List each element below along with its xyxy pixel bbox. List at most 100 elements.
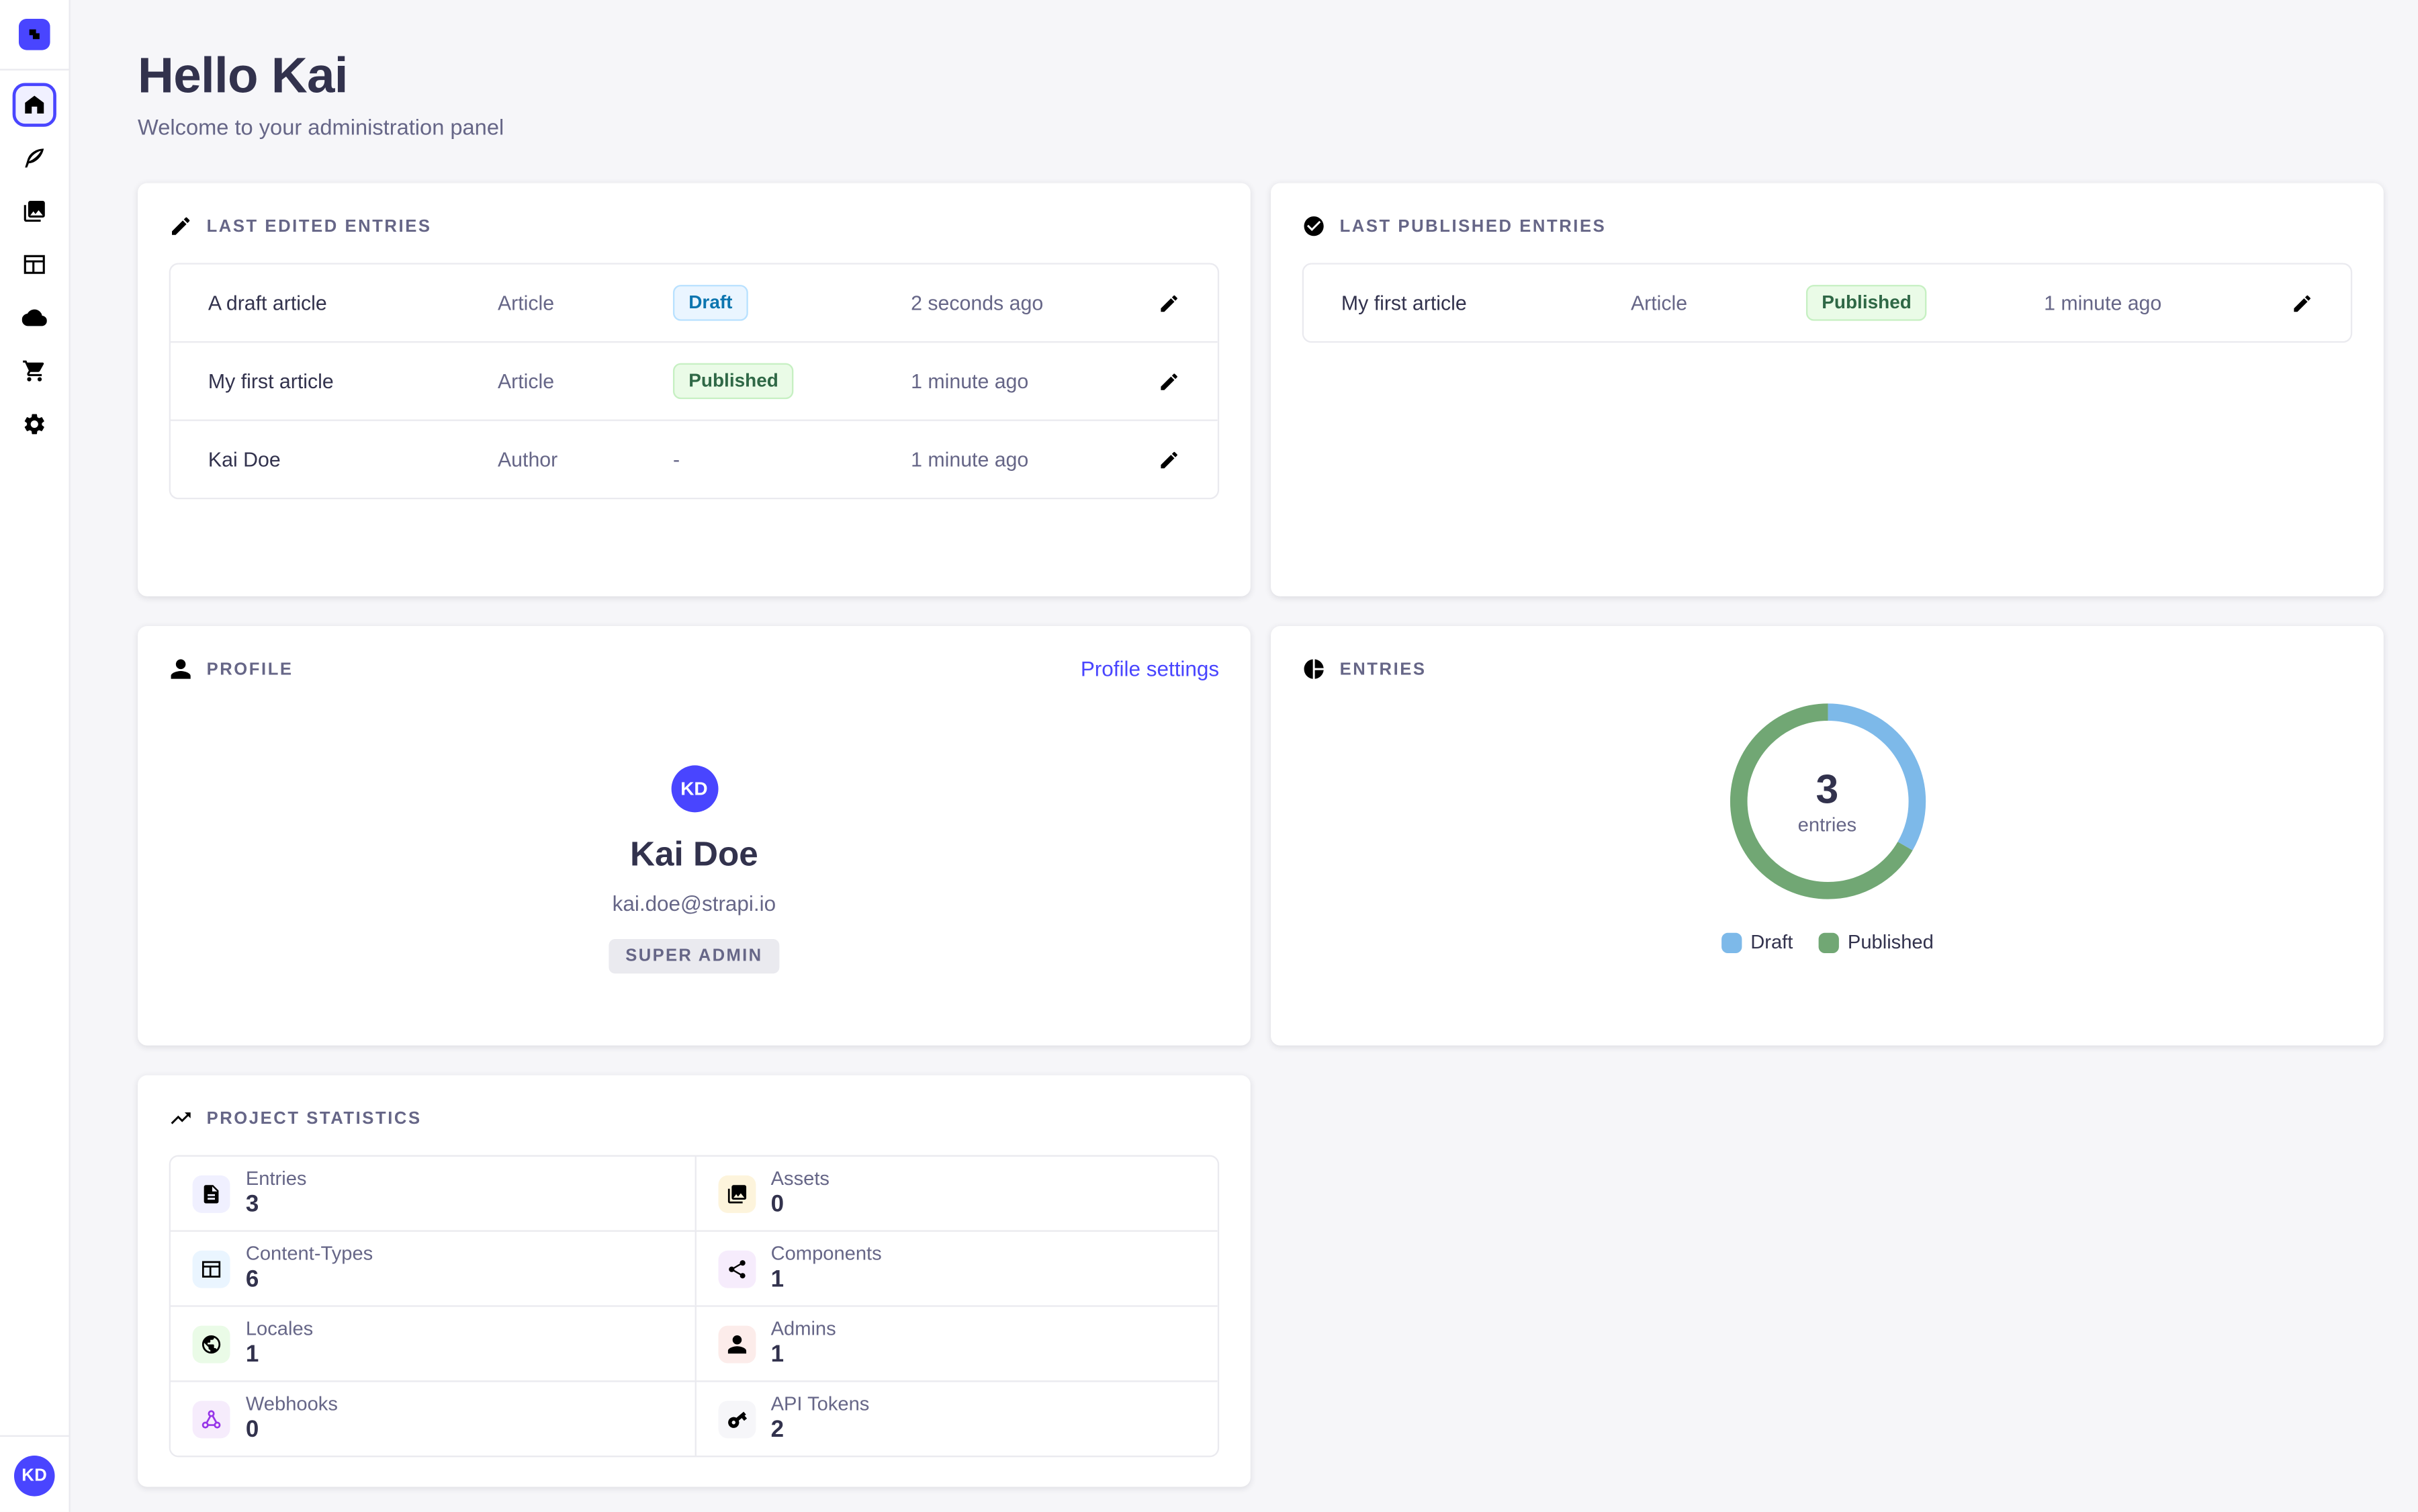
dashboard-grid: LAST EDITED ENTRIES A draft article Arti… <box>138 183 2384 1487</box>
strapi-logo[interactable] <box>18 18 50 50</box>
card-title: LAST PUBLISHED ENTRIES <box>1339 216 1607 236</box>
card-last-edited-entries: LAST EDITED ENTRIES A draft article Arti… <box>138 183 1251 596</box>
stat-label: Content-Types <box>245 1242 373 1265</box>
entry-kind: Author <box>497 447 558 472</box>
card-profile: PROFILE Profile settings KD Kai Doe kai.… <box>138 626 1251 1046</box>
donut-svg <box>1729 703 1926 899</box>
table-row: My first article Article Published 1 min… <box>170 341 1218 420</box>
role-badge: SUPER ADMIN <box>608 939 780 974</box>
stat-label: Admins <box>770 1317 836 1340</box>
sidebar-item-media-library[interactable] <box>13 189 56 233</box>
stat-assets: Assets 0 <box>694 1156 1218 1231</box>
entries-total-label: entries <box>1797 813 1857 836</box>
legend-item-draft: Draft <box>1720 931 1793 954</box>
stat-label: Locales <box>245 1317 314 1340</box>
sidebar-item-settings[interactable] <box>13 402 56 446</box>
home-icon <box>22 92 47 117</box>
card-title: PROJECT STATISTICS <box>206 1108 422 1128</box>
status-badge: - <box>672 447 680 471</box>
pencil-icon <box>1158 292 1180 314</box>
stats-table: Entries 3 Assets 0 Content-Types 6 <box>169 1155 1220 1458</box>
profile-email: kai.doe@strapi.io <box>612 892 776 916</box>
gear-icon <box>22 412 47 437</box>
profile-name: Kai Doe <box>629 834 758 874</box>
table-row: A draft article Article Draft 2 seconds … <box>170 264 1218 341</box>
last-edited-table: A draft article Article Draft 2 seconds … <box>169 263 1220 500</box>
sidebar-divider <box>0 69 69 71</box>
cloud-icon <box>22 305 47 330</box>
card-entries-chart: ENTRIES 3 entries Draft <box>1271 626 2384 1046</box>
card-title: LAST EDITED ENTRIES <box>206 216 432 236</box>
table-row: Kai Doe Author - 1 minute ago <box>170 419 1218 498</box>
nodes-icon <box>717 1249 756 1288</box>
legend-label: Published <box>1847 931 1934 954</box>
sidebar-footer-divider <box>0 1435 69 1437</box>
sidebar-item-home[interactable] <box>12 83 56 127</box>
sidebar-item-content-manager[interactable] <box>13 136 56 180</box>
last-published-table: My first article Article Published 1 min… <box>1302 263 2353 343</box>
edit-entry-button[interactable] <box>1146 370 1180 392</box>
cart-icon <box>22 359 47 384</box>
card-project-statistics: PROJECT STATISTICS Entries 3 Assets 0 <box>138 1075 1251 1487</box>
layout-icon <box>22 252 47 277</box>
stat-label: Entries <box>245 1167 307 1190</box>
page-title: Hello Kai <box>138 46 348 103</box>
stat-value: 6 <box>245 1266 259 1294</box>
stat-label: Components <box>770 1242 882 1265</box>
stat-admins: Admins 1 <box>694 1305 1218 1381</box>
pencil-icon <box>2291 292 2313 314</box>
sidebar-item-marketplace[interactable] <box>13 349 56 393</box>
sidebar-item-cloud[interactable] <box>13 296 56 339</box>
entries-total: 3 <box>1816 764 1839 812</box>
pencil-icon <box>1158 370 1180 392</box>
stat-value: 0 <box>770 1191 785 1218</box>
profile-avatar: KD <box>670 765 718 813</box>
legend-label: Draft <box>1750 931 1793 954</box>
entry-time: 2 seconds ago <box>911 291 1044 315</box>
trending-up-icon <box>169 1106 193 1130</box>
image-icon <box>717 1174 756 1212</box>
profile-settings-link[interactable]: Profile settings <box>1080 657 1220 681</box>
sidebar: KD <box>0 0 71 1512</box>
user-icon <box>717 1325 756 1363</box>
sidebar-item-content-type-builder[interactable] <box>13 242 56 286</box>
edit-entry-button[interactable] <box>1146 292 1180 314</box>
sidebar-user-avatar[interactable]: KD <box>13 1455 55 1497</box>
edit-entry-button[interactable] <box>1146 449 1180 471</box>
webhook-icon <box>192 1400 230 1438</box>
entry-kind: Article <box>497 369 555 393</box>
entry-kind: Article <box>497 291 555 315</box>
entry-time: 1 minute ago <box>911 369 1029 393</box>
check-circle-icon <box>1302 214 1326 238</box>
edit-entry-button[interactable] <box>2279 292 2313 314</box>
pie-chart-icon <box>1302 658 1326 681</box>
entries-donut-chart: 3 entries <box>1726 700 1929 903</box>
stat-label: Webhooks <box>245 1392 338 1415</box>
key-icon <box>717 1400 756 1438</box>
status-badge: Draft <box>672 284 748 322</box>
stat-api-tokens: API Tokens 2 <box>694 1380 1218 1456</box>
card-title: PROFILE <box>206 660 294 679</box>
user-icon <box>169 658 193 681</box>
stat-value: 1 <box>770 1266 785 1294</box>
legend-item-published: Published <box>1818 931 1934 953</box>
card-title: ENTRIES <box>1339 660 1427 679</box>
pencil-icon <box>169 214 193 238</box>
entry-name: Kai Doe <box>208 447 281 472</box>
entry-name: My first article <box>1341 291 1467 315</box>
stat-content-types: Content-Types 6 <box>170 1230 695 1306</box>
draft-swatch <box>1720 932 1742 952</box>
layout-icon <box>192 1249 230 1288</box>
send-icon <box>25 25 44 44</box>
pencil-icon <box>1158 449 1180 471</box>
entry-name: My first article <box>208 369 334 393</box>
stat-value: 1 <box>770 1341 785 1368</box>
entry-kind: Article <box>1630 291 1688 315</box>
card-last-published-entries: LAST PUBLISHED ENTRIES My first article … <box>1271 183 2384 596</box>
stat-value: 3 <box>245 1191 259 1218</box>
published-swatch <box>1818 932 1838 952</box>
entry-name: A draft article <box>208 291 327 315</box>
main-content: Hello Kai Welcome to your administration… <box>69 0 2418 1512</box>
stat-webhooks: Webhooks 0 <box>170 1380 695 1456</box>
